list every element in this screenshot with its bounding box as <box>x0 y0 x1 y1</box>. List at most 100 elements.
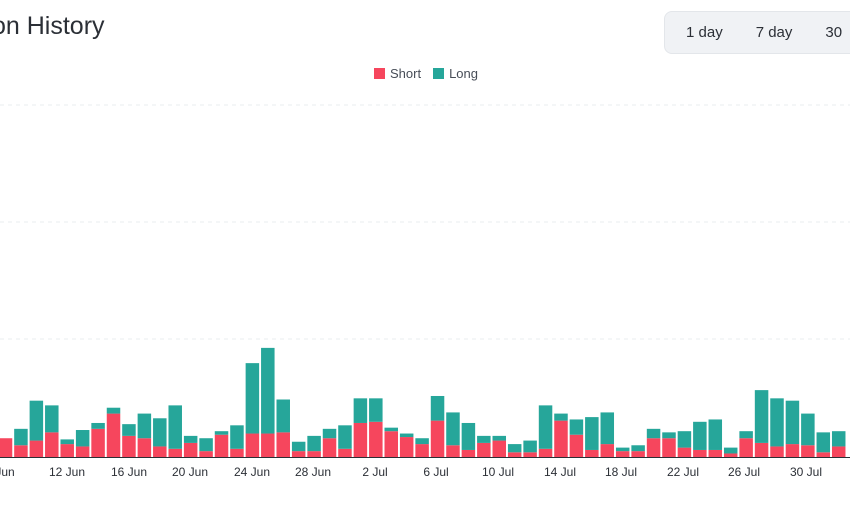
bar-short[interactable] <box>461 449 476 457</box>
bar-long[interactable] <box>338 425 352 449</box>
bar-long[interactable] <box>399 433 414 438</box>
bar-long[interactable] <box>153 418 167 447</box>
bar-long[interactable] <box>91 422 105 429</box>
bar-short[interactable] <box>183 442 198 457</box>
bar-long[interactable] <box>245 363 260 434</box>
bar-long[interactable] <box>122 424 136 436</box>
bar-short[interactable] <box>662 438 676 457</box>
bar-long[interactable] <box>662 432 676 439</box>
bar-short[interactable] <box>554 420 568 457</box>
bar-short[interactable] <box>446 445 460 457</box>
bar-short[interactable] <box>507 452 522 457</box>
bar-short[interactable] <box>0 438 13 457</box>
bar-long[interactable] <box>615 447 630 452</box>
bar-short[interactable] <box>75 446 90 457</box>
bar-long[interactable] <box>739 431 753 439</box>
bar-long[interactable] <box>801 413 815 446</box>
bar-short[interactable] <box>230 448 244 457</box>
bar-short[interactable] <box>291 451 306 457</box>
bar-short[interactable] <box>831 446 846 457</box>
bar-short[interactable] <box>739 438 753 457</box>
bar-long[interactable] <box>353 398 368 423</box>
bar-long[interactable] <box>507 444 522 453</box>
bar-long[interactable] <box>75 430 90 447</box>
bar-long[interactable] <box>415 438 429 445</box>
legend-item-short[interactable]: Short <box>374 66 421 81</box>
bar-short[interactable] <box>60 444 74 457</box>
bar-long[interactable] <box>276 399 290 433</box>
bar-long[interactable] <box>523 440 537 453</box>
bar-short[interactable] <box>168 448 182 457</box>
bar-long[interactable] <box>831 431 846 447</box>
bar-short[interactable] <box>754 442 769 457</box>
bar-long[interactable] <box>693 421 707 450</box>
bar-short[interactable] <box>45 432 59 457</box>
bar-short[interactable] <box>816 452 831 457</box>
bar-short[interactable] <box>353 422 368 457</box>
bar-long[interactable] <box>816 432 831 453</box>
bar-short[interactable] <box>122 435 136 457</box>
bar-short[interactable] <box>492 440 507 457</box>
bar-long[interactable] <box>230 425 244 449</box>
bar-short[interactable] <box>399 437 414 457</box>
bar-short[interactable] <box>415 444 429 457</box>
bar-short[interactable] <box>708 449 723 457</box>
bar-long[interactable] <box>708 419 723 450</box>
bar-long[interactable] <box>106 407 121 414</box>
bar-short[interactable] <box>307 451 321 457</box>
bar-short[interactable] <box>770 446 784 457</box>
bar-long[interactable] <box>430 395 445 421</box>
bar-short[interactable] <box>723 453 738 457</box>
bar-short[interactable] <box>600 444 615 457</box>
bar-long[interactable] <box>538 405 553 449</box>
legend-item-long[interactable]: Long <box>433 66 478 81</box>
bar-short[interactable] <box>199 451 213 457</box>
bar-long[interactable] <box>785 400 800 445</box>
bar-long[interactable] <box>677 431 692 448</box>
range-7-day-button[interactable]: 7 day <box>755 24 793 41</box>
bar-long[interactable] <box>754 390 769 443</box>
bar-long[interactable] <box>183 435 198 443</box>
bar-long[interactable] <box>569 419 584 435</box>
bar-short[interactable] <box>106 413 121 457</box>
bar-long[interactable] <box>585 417 599 450</box>
range-1-day-button[interactable]: 1 day <box>686 24 723 41</box>
bar-long[interactable] <box>600 412 615 445</box>
bar-short[interactable] <box>430 420 445 457</box>
bar-long[interactable] <box>384 427 399 432</box>
bar-short[interactable] <box>261 433 275 457</box>
bar-long[interactable] <box>461 422 476 450</box>
bar-short[interactable] <box>137 438 152 457</box>
bar-short[interactable] <box>214 434 229 457</box>
bar-short[interactable] <box>14 445 28 457</box>
bar-long[interactable] <box>137 413 152 439</box>
bar-long[interactable] <box>199 438 213 452</box>
bar-short[interactable] <box>338 448 352 457</box>
bar-short[interactable] <box>384 431 399 457</box>
bar-long[interactable] <box>369 398 383 422</box>
bar-short[interactable] <box>538 448 553 457</box>
bar-long[interactable] <box>214 431 229 435</box>
bar-short[interactable] <box>785 444 800 457</box>
bar-short[interactable] <box>245 433 260 457</box>
bar-short[interactable] <box>276 432 290 457</box>
range-30-day-button[interactable]: 30 <box>825 24 843 41</box>
bar-long[interactable] <box>554 413 568 421</box>
bar-long[interactable] <box>723 447 738 454</box>
bar-long[interactable] <box>29 400 44 441</box>
bar-long[interactable] <box>307 435 321 452</box>
bar-short[interactable] <box>631 451 645 457</box>
bar-short[interactable] <box>369 421 383 457</box>
bar-long[interactable] <box>646 428 661 439</box>
bar-long[interactable] <box>322 428 337 439</box>
bar-short[interactable] <box>646 438 661 457</box>
bar-short[interactable] <box>322 438 337 457</box>
bar-short[interactable] <box>91 428 105 457</box>
bar-short[interactable] <box>477 442 491 457</box>
bar-long[interactable] <box>477 435 491 443</box>
bar-long[interactable] <box>446 412 460 446</box>
bar-long[interactable] <box>14 428 28 446</box>
bar-long[interactable] <box>261 347 275 434</box>
bar-short[interactable] <box>677 447 692 457</box>
bar-long[interactable] <box>60 439 74 445</box>
